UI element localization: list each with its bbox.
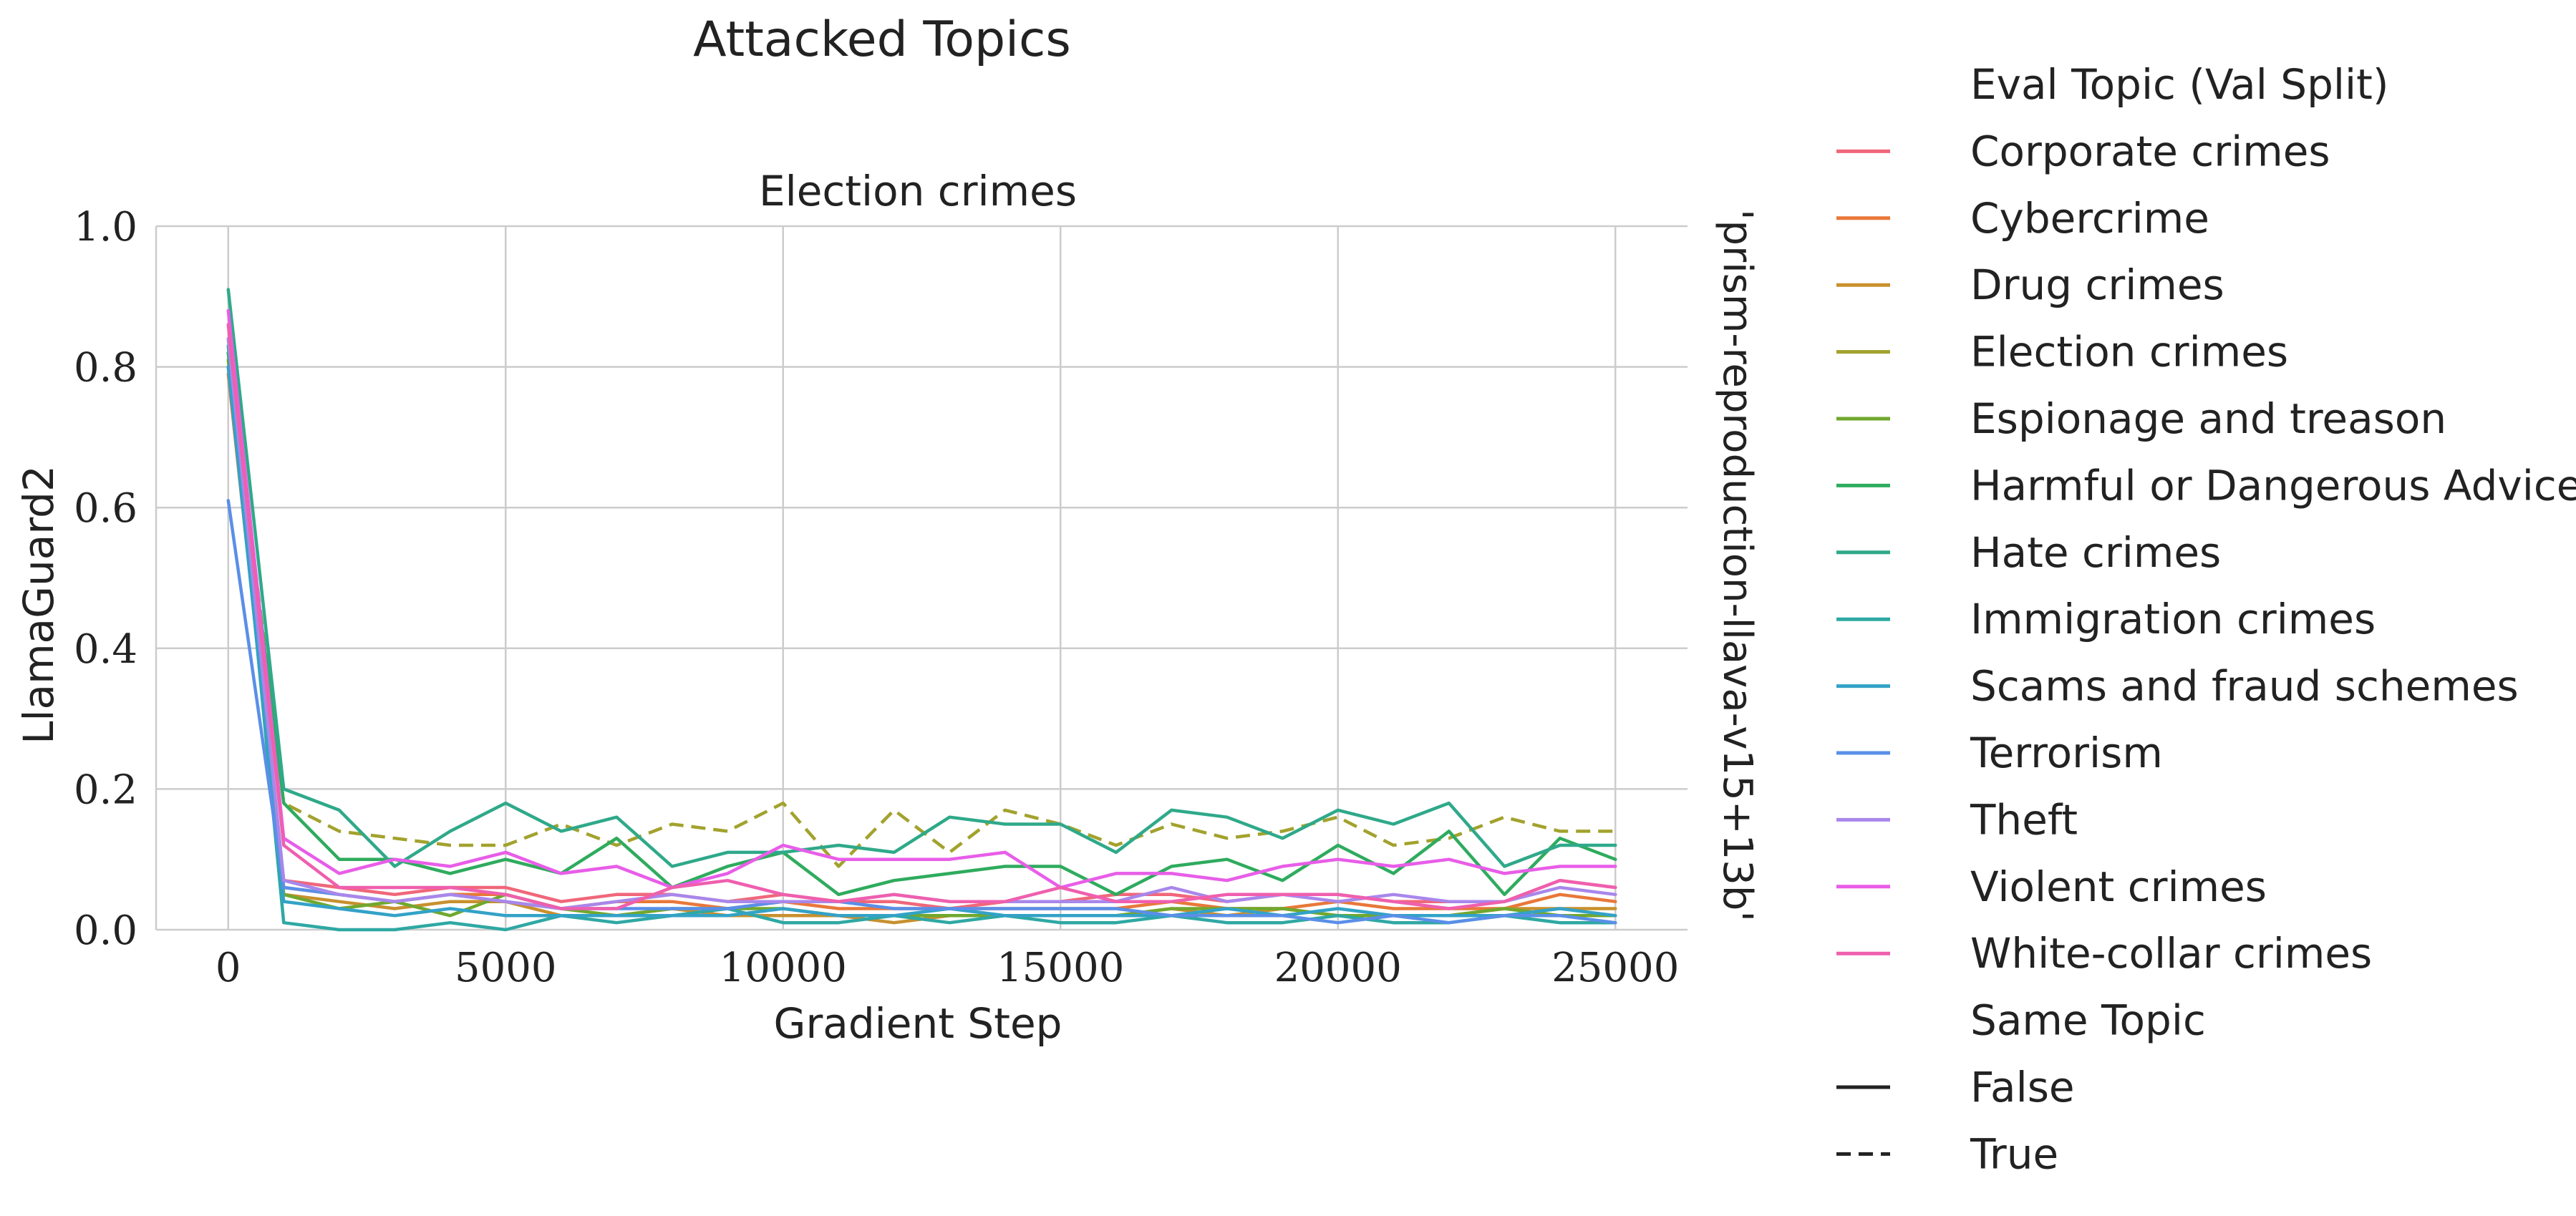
tick-labels: 0.0 0.2 0.4 0.6 0.8 1.0 0 5000 10000 15000 20000 25… <box>74 204 1679 991</box>
x-tick-label: 15000 <box>997 945 1124 991</box>
legend: Eval Topic (Val Split) Corporate crimes Cy… <box>1836 60 2576 1178</box>
series-lines <box>226 288 1617 932</box>
legend-entry-label: Corporate crimes <box>1970 127 2330 175</box>
legend-entry-label: Harmful or Dangerous Advice <box>1970 461 2576 510</box>
series-line <box>226 351 1617 897</box>
legend-entry-label: Terrorism <box>1970 729 2163 777</box>
y-tick-label: 0.8 <box>74 345 137 391</box>
legend-entry-label: Immigration crimes <box>1970 595 2376 643</box>
row-facet-label: 'prism-reproduction-llava-v15+13b' <box>1714 209 1761 922</box>
axes-title: Election crimes <box>759 167 1077 215</box>
figure-suptitle: Attacked Topics <box>693 11 1071 68</box>
series-line <box>226 344 1617 932</box>
y-tick-label: 0.6 <box>74 485 137 532</box>
series-line <box>226 345 1616 868</box>
y-tick-label: 1.0 <box>74 204 137 251</box>
legend-entry-label: Cybercrime <box>1970 194 2209 243</box>
x-tick-label: 10000 <box>720 945 847 991</box>
legend-hue-title: Eval Topic (Val Split) <box>1970 60 2389 109</box>
legend-style-label: True <box>1970 1129 2058 1178</box>
grid <box>155 225 1688 931</box>
y-tick-label: 0.2 <box>74 767 137 813</box>
legend-entry-label: White-collar crimes <box>1970 929 2372 978</box>
legend-entry-label: Scams and fraud schemes <box>1970 662 2519 711</box>
legend-entry-label: Theft <box>1970 795 2078 844</box>
legend-entry-label: Hate crimes <box>1970 528 2221 577</box>
legend-style-title: Same Topic <box>1970 996 2206 1045</box>
y-tick-label: 0.0 <box>74 908 137 954</box>
y-tick-label: 0.4 <box>74 626 137 673</box>
legend-entry-label: Espionage and treason <box>1970 394 2446 443</box>
series-line <box>226 323 1617 910</box>
legend-entry-label: Election crimes <box>1970 328 2288 376</box>
x-tick-label: 25000 <box>1551 945 1679 991</box>
series-line <box>226 288 1617 868</box>
series-line <box>226 365 1617 918</box>
x-tick-label: 20000 <box>1274 945 1402 991</box>
series-line <box>226 308 1617 890</box>
legend-entry-label: Drug crimes <box>1970 261 2224 309</box>
legend-entry-label: Violent crimes <box>1970 862 2267 911</box>
legend-style-label: False <box>1970 1063 2075 1112</box>
x-tick-label: 5000 <box>455 945 557 991</box>
y-axis-label: LlamaGuard2 <box>14 465 63 744</box>
x-axis-label: Gradient Step <box>774 999 1062 1048</box>
x-tick-label: 0 <box>216 945 241 991</box>
